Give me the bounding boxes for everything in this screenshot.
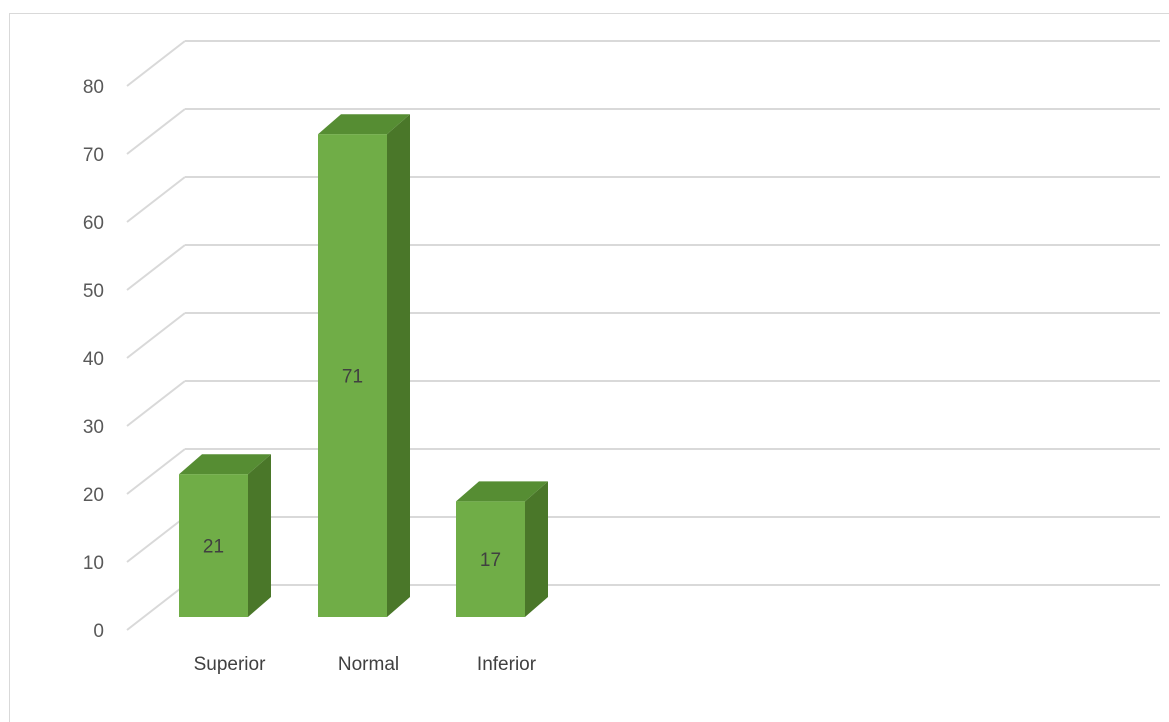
bars: 21 71 17 xyxy=(179,114,548,617)
bar-side xyxy=(387,114,410,617)
floor-line-10 xyxy=(126,516,186,563)
floor-line-40 xyxy=(126,312,186,359)
y-tick-label: 20 xyxy=(83,485,104,506)
bar-top xyxy=(318,114,410,135)
bar-side xyxy=(525,481,548,617)
x-category-label: Normal xyxy=(338,654,399,675)
bar-front xyxy=(179,474,248,617)
floor-line-20 xyxy=(126,448,186,495)
y-tick-label: 10 xyxy=(83,553,104,574)
bar-superior: 21 xyxy=(179,454,271,617)
data-label: 21 xyxy=(203,537,224,558)
x-category-label: Inferior xyxy=(477,654,537,675)
y-tick-label: 30 xyxy=(83,417,104,438)
data-label: 71 xyxy=(342,367,363,388)
y-tick-label: 40 xyxy=(83,349,104,370)
bar-inferior: 17 xyxy=(456,481,548,617)
floor-line-60 xyxy=(126,176,186,223)
bar-top xyxy=(456,481,548,502)
bar-side xyxy=(248,454,271,617)
floor-line-30 xyxy=(126,380,186,427)
y-tick-label: 50 xyxy=(83,281,104,302)
data-label: 17 xyxy=(480,550,501,571)
bar-front xyxy=(456,501,525,617)
floor-line-70 xyxy=(126,108,186,155)
floor-line-80 xyxy=(126,40,186,87)
bar-normal: 71 xyxy=(318,114,410,617)
y-tick-label: 60 xyxy=(83,213,104,234)
gridlines xyxy=(126,40,1160,631)
x-category-label: Superior xyxy=(194,654,266,675)
chart-frame xyxy=(9,13,1169,722)
y-tick-label: 70 xyxy=(83,145,104,166)
bar-top xyxy=(179,454,271,475)
floor-line-0 xyxy=(126,584,186,631)
x-axis-categories: Superior Normal Inferior xyxy=(194,654,537,675)
y-tick-label: 0 xyxy=(93,621,104,642)
y-axis-ticks: 0 10 20 30 40 50 60 70 80 xyxy=(83,77,104,642)
y-tick-label: 80 xyxy=(83,77,104,98)
bar-front xyxy=(318,134,387,617)
floor-line-50 xyxy=(126,244,186,291)
